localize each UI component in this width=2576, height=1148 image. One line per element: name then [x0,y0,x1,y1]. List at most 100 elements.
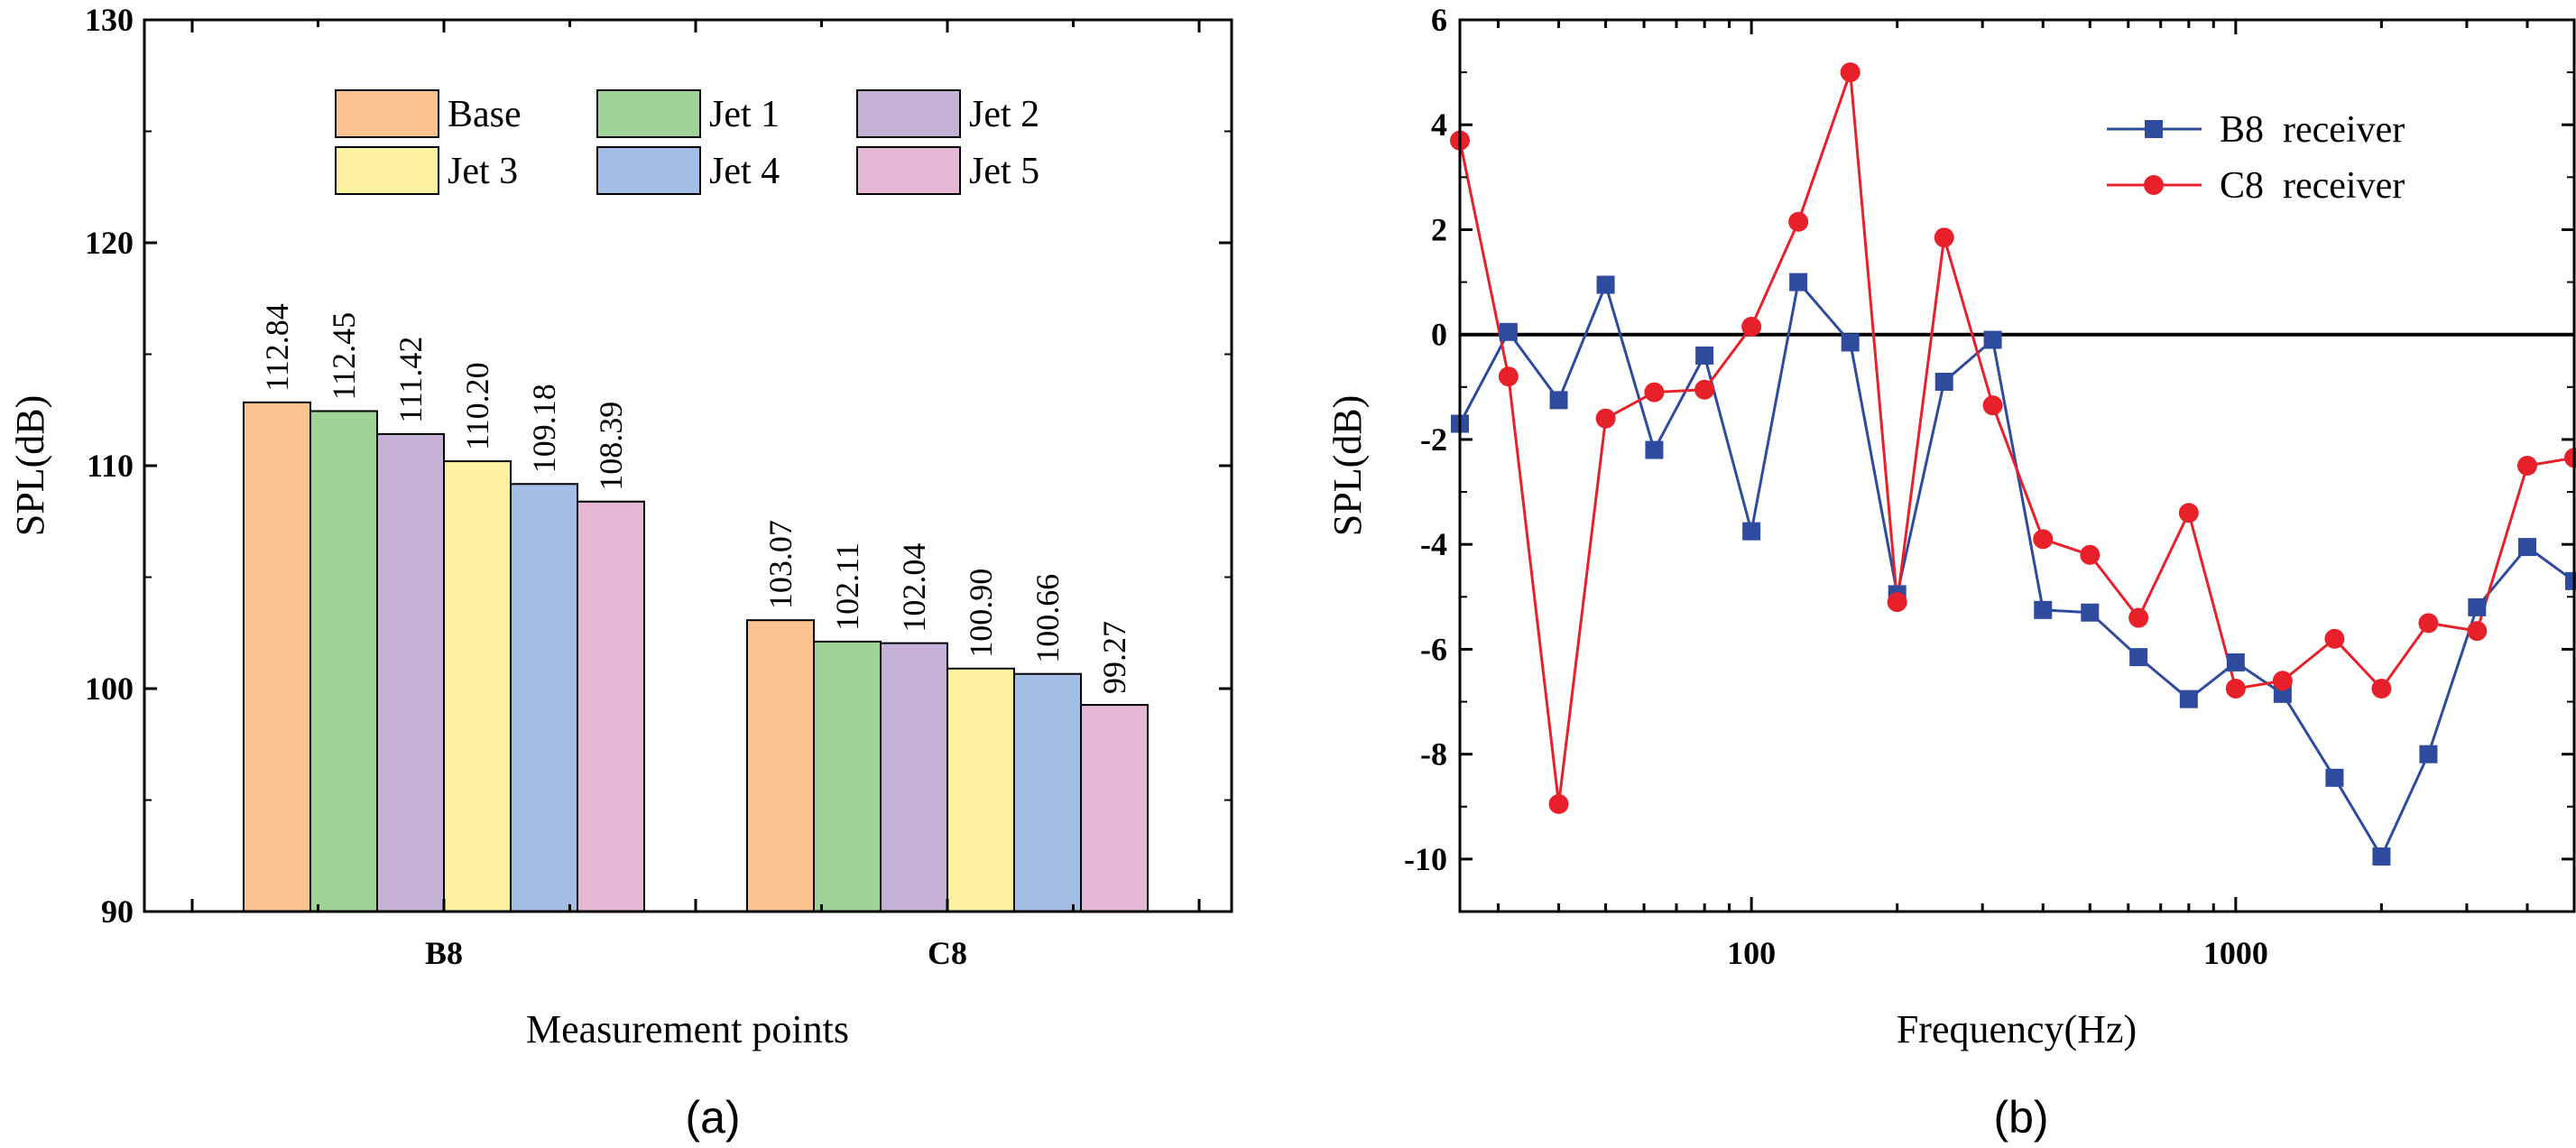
data-point-circle [1694,379,1715,400]
axes: 90 100 110 120 130 B8 C8 [85,2,1232,971]
bar-value-label: 108.39 [593,402,629,491]
bar-value-label: 110.20 [459,362,495,450]
x-axis-title: Frequency(Hz) [1897,1007,2137,1051]
series-markers [1450,62,2576,866]
bar-value-label: 103.07 [762,520,799,609]
legend-label: Base [448,94,522,135]
bar [880,642,948,912]
panel-label-b: (b) [1993,1092,2048,1143]
data-point-square [1841,333,1860,352]
y-tick-label: 120 [85,225,134,261]
bar-value-label: 100.66 [1029,574,1066,663]
data-point-square [1549,391,1568,410]
bar-value-label: 102.11 [829,542,865,631]
bar-group [243,401,1149,913]
axes: -10 -8 -6 -4 -2 0 2 4 6 100 1000 [1404,2,2576,971]
data-point-circle [2128,607,2149,628]
bar [443,460,512,912]
bar [243,401,311,912]
data-point-circle [1934,227,1954,248]
data-point-circle [2324,628,2345,649]
data-point-circle [1840,62,1860,83]
legend-label: Jet 1 [709,94,780,135]
bar [746,619,815,913]
bar-value-label: 100.90 [963,569,999,658]
data-point-circle [2371,679,2392,699]
data-point-circle [2272,671,2293,691]
bar [946,667,1015,913]
y-tick-label: 2 [1431,211,1447,247]
legend-swatch [856,146,961,195]
data-point-circle [1644,382,1665,403]
bar [510,483,578,913]
legend-label: C8 receiver [2220,165,2405,207]
x-tick-label: B8 [425,935,463,971]
data-point-square [2517,538,2536,557]
y-tick-label: -6 [1420,631,1447,667]
y-tick-label: -4 [1420,526,1447,562]
bar [376,432,445,912]
data-point-square [1596,275,1615,294]
x-tick-label: C8 [928,935,967,971]
data-point-square [2372,847,2391,866]
data-point-square [2468,597,2487,616]
data-point-square [1789,273,1808,292]
data-point-square [2179,690,2198,708]
legend-label: Jet 3 [448,151,518,192]
bar [1013,672,1082,912]
bar-chart-panel: 112.84 112.45 111.42 110.20 109.18 108.39 103.… [8,2,1233,1143]
legend-label: Jet 2 [969,94,1039,135]
bar-value-label: 112.84 [259,303,295,392]
legend-swatch [596,89,701,138]
y-axis-title: SPL(dB) [1325,395,1370,536]
y-tick-label: 0 [1431,317,1447,353]
legend-marker-circle [2144,175,2164,195]
x-tick-label: 100 [1727,935,1776,971]
data-point-square [1742,522,1761,541]
y-tick-label: 4 [1431,106,1447,143]
data-point-circle [1498,366,1519,387]
bar-value-label: 102.04 [896,543,932,633]
data-point-square [1645,440,1664,459]
bar [1080,704,1149,912]
data-point-circle [1741,316,1762,337]
plot-frame [1458,18,2576,913]
data-point-circle [2080,544,2101,565]
y-axis-title: SPL(dB) [8,395,52,536]
legend: Base Jet 1 Jet 2 Jet 3 Jet 4 Jet 5 [335,89,1039,195]
legend-swatch [335,89,439,138]
bar [577,500,645,913]
bar-value-label: 109.18 [526,384,562,473]
data-point-square [2419,745,2438,764]
bar-value-label: 111.42 [392,337,429,423]
panel-label-a: (a) [685,1092,740,1143]
legend-swatch [335,146,439,195]
legend-marker-square [2145,120,2163,138]
data-point-circle [1982,395,2003,416]
data-point-circle [2467,621,2488,642]
legend-label: Jet 4 [709,151,780,192]
y-tick-label: -2 [1420,421,1447,458]
bar [309,410,378,912]
bar-value-labels: 112.84 112.45 111.42 110.20 109.18 108.39 103.… [259,303,1132,694]
bar-value-label: 99.27 [1096,621,1132,694]
line-chart-panel: -10 -8 -6 -4 -2 0 2 4 6 100 1000 SPL(dB) Frequency… [1325,2,2576,1143]
y-tick-label: -8 [1420,736,1447,773]
x-axis-title: Measurement points [526,1007,849,1051]
legend-label: Jet 5 [969,151,1039,192]
legend: B8 receiver C8 receiver [2107,109,2405,207]
data-point-circle [1788,211,1809,232]
data-point-circle [2033,529,2054,550]
data-point-circle [1595,408,1616,429]
data-point-square [2034,600,2053,619]
data-point-circle [2178,503,2199,523]
data-point-square [1695,346,1714,365]
legend-label: B8 receiver [2220,109,2405,151]
data-point-circle [1548,793,1569,814]
legend-swatch [596,146,701,195]
data-point-square [2129,648,2148,667]
data-point-square [1499,322,1518,341]
data-point-square [1983,330,2002,349]
data-point-circle [2516,456,2537,476]
